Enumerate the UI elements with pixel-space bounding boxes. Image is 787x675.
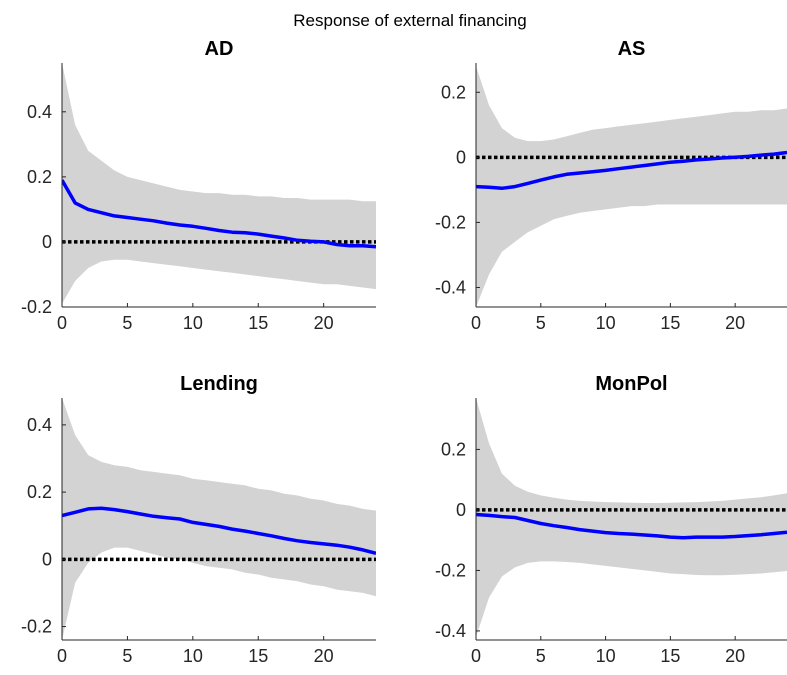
panel-title: AD [205,38,234,60]
x-tick-label: 20 [314,313,334,333]
x-tick-label: 0 [57,313,67,333]
y-tick-label: -0.2 [435,212,466,232]
x-tick-label: 10 [596,646,616,666]
confidence-band [62,398,376,640]
x-tick-label: 5 [536,313,546,333]
y-tick-label: -0.2 [21,617,52,637]
response-line [62,179,376,249]
x-tick-label: 20 [725,313,745,333]
confidence-band [476,398,787,637]
confidence-band [476,66,787,307]
x-tick-label: 5 [536,646,546,666]
figure-title: Response of external financing [293,11,526,30]
x-tick-label: 10 [183,646,203,666]
y-tick-label: -0.4 [435,277,466,297]
y-tick-label: -0.4 [435,621,466,641]
panel-1: 0 5 10 15 20-0.200.20.4AD [21,38,376,333]
y-tick-label: 0 [456,147,466,167]
response-line [476,512,787,540]
y-tick-label: 0.2 [441,439,466,459]
x-tick-label: 15 [248,313,268,333]
y-tick-label: 0.4 [27,415,52,435]
response-line [476,150,787,191]
y-tick-label: 0.2 [441,82,466,102]
x-tick-label: 15 [248,646,268,666]
x-tick-label: 15 [660,646,680,666]
x-tick-label: 5 [122,646,132,666]
x-tick-label: 15 [660,313,680,333]
y-tick-label: 0.2 [27,167,52,187]
x-tick-label: 10 [596,313,616,333]
y-tick-label: 0.4 [27,102,52,122]
x-tick-label: 0 [471,646,481,666]
response-line [62,506,376,555]
x-tick-label: 0 [57,646,67,666]
panel-title: Lending [180,373,258,395]
x-tick-label: 20 [725,646,745,666]
y-tick-label: 0 [456,500,466,520]
panel-2: 0 5 10 15 20 -0.4 -0.2 0 0.2 AS [435,38,787,333]
x-tick-label: 0 [471,313,481,333]
y-tick-label: 0 [42,232,52,252]
panel-title: MonPol [595,373,667,395]
x-tick-label: 5 [122,313,132,333]
x-tick-label: 20 [314,646,334,666]
confidence-band [62,63,376,304]
y-tick-label: 0 [42,549,52,569]
x-tick-label: 10 [183,313,203,333]
y-tick-label: -0.2 [21,297,52,317]
y-tick-label: 0.2 [27,482,52,502]
panel-title: AS [618,38,646,60]
panel-4: 0 5 10 15 20 -0.4 -0.2 0 0.2 MonPol [435,373,787,666]
y-tick-label: -0.2 [435,560,466,580]
